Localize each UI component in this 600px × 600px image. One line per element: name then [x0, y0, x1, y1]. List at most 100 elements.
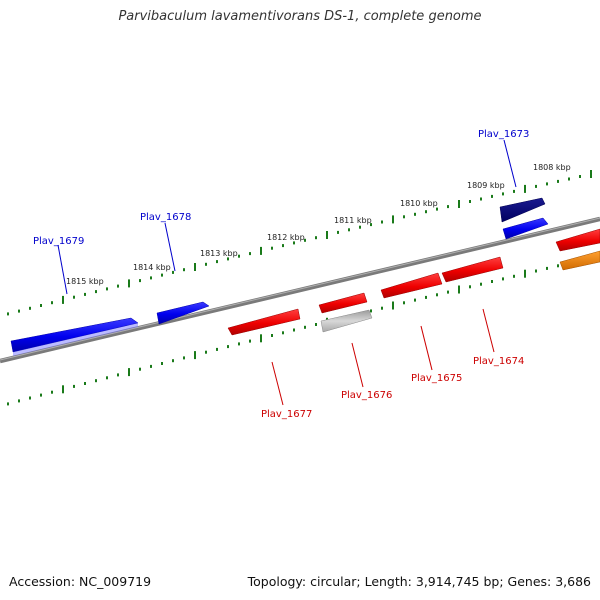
gene-label-plav-1677[interactable]: Plav_1677	[261, 409, 312, 420]
gene-plav-1679[interactable]	[10, 317, 139, 356]
lower-scale-tick	[194, 351, 196, 360]
accession-text: Accession: NC_009719	[9, 574, 152, 589]
lower-scale-tick	[414, 298, 416, 302]
lower-scale-tick	[106, 376, 108, 380]
gene-plav-1678[interactable]	[156, 301, 210, 325]
gene-label-plav-1679[interactable]: Plav_1679	[33, 236, 84, 247]
upper-scale-tick	[392, 215, 394, 224]
lower-scale-tick	[216, 347, 218, 351]
scale-label-1812: 1812 kbp	[267, 233, 305, 242]
lower-scale-tick	[205, 350, 207, 354]
lower-scale-tick	[117, 373, 119, 377]
upper-scale-tick	[381, 220, 383, 224]
leader-plav-1675	[420, 325, 433, 371]
lower-scale-tick	[546, 266, 548, 270]
gene-plav-1676-red[interactable]	[318, 292, 368, 314]
upper-scale-tick	[359, 225, 361, 229]
lower-scale-tick	[150, 364, 152, 368]
upper-scale-tick	[40, 304, 42, 307]
gene-plav-1674[interactable]	[441, 256, 504, 283]
lower-scale-tick	[447, 290, 449, 294]
lower-scale-tick	[282, 331, 284, 335]
lower-scale-tick	[51, 390, 53, 394]
gene-label-plav-1674[interactable]: Plav_1674	[473, 356, 524, 367]
lower-scale-tick	[381, 306, 383, 310]
leader-plav-1678	[164, 222, 176, 272]
leader-plav-1679	[57, 244, 68, 295]
lower-scale-tick	[7, 402, 9, 406]
lower-scale-tick	[128, 368, 130, 377]
lower-scale-tick	[458, 285, 460, 294]
upper-scale-tick	[447, 205, 449, 209]
gene-plav-1673-dark[interactable]	[499, 197, 546, 223]
lower-scale-tick	[29, 396, 31, 400]
upper-scale-tick	[271, 246, 273, 250]
upper-scale-tick	[194, 263, 196, 271]
upper-scale-tick	[249, 252, 251, 256]
gene-label-plav-1675[interactable]: Plav_1675	[411, 373, 462, 384]
scale-label-1809: 1809 kbp	[467, 181, 505, 190]
upper-scale-tick	[29, 306, 31, 310]
gene-label-plav-1678[interactable]: Plav_1678	[140, 212, 191, 223]
upper-scale-tick	[425, 210, 427, 214]
gene-edge-red[interactable]	[555, 228, 600, 252]
upper-scale-tick	[337, 230, 339, 234]
leader-plav-1677	[271, 361, 284, 406]
lower-scale-tick	[139, 367, 141, 371]
upper-scale-tick	[84, 292, 86, 296]
lower-scale-tick	[513, 274, 515, 278]
upper-scale-tick	[458, 200, 460, 208]
lower-scale-tick	[172, 359, 174, 363]
lower-scale-tick	[40, 393, 42, 397]
gene-plav-1676[interactable]	[320, 309, 373, 333]
upper-scale-tick	[535, 184, 537, 188]
lower-scale-tick	[315, 323, 317, 326]
lower-scale-tick	[524, 269, 526, 278]
gene-plav-1673[interactable]	[502, 217, 549, 240]
lower-scale-tick	[392, 301, 394, 310]
lower-scale-tick	[271, 334, 273, 337]
lower-scale-tick	[491, 280, 493, 283]
upper-scale-tick	[557, 179, 559, 183]
gene-plav-1675[interactable]	[380, 272, 443, 299]
upper-scale-tick	[95, 290, 97, 294]
upper-scale-tick	[216, 260, 218, 264]
scale-label-1808: 1808 kbp	[533, 163, 571, 172]
lower-scale-tick	[293, 328, 295, 332]
genome-summary-text: Topology: circular; Length: 3,914,745 bp…	[247, 574, 591, 589]
upper-scale-tick	[436, 207, 438, 211]
lower-scale-tick	[304, 325, 306, 329]
upper-scale-tick	[403, 215, 405, 219]
lower-scale-tick	[469, 285, 471, 289]
gene-label-plav-1673[interactable]: Plav_1673	[478, 129, 529, 140]
upper-scale-tick	[73, 295, 75, 299]
upper-scale-tick	[414, 212, 416, 216]
upper-scale-tick	[293, 241, 295, 245]
upper-scale-tick	[513, 189, 515, 193]
leader-plav-1673	[503, 139, 517, 188]
gene-edge-orange[interactable]	[559, 250, 600, 271]
upper-scale-tick	[260, 246, 262, 255]
upper-scale-tick	[150, 276, 152, 280]
lower-scale-tick	[95, 379, 97, 383]
upper-scale-tick	[62, 295, 64, 304]
lower-scale-tick	[425, 295, 427, 299]
gene-label-plav-1676[interactable]: Plav_1676	[341, 390, 392, 401]
upper-scale-tick	[117, 284, 119, 288]
lower-scale-tick	[535, 269, 537, 273]
upper-scale-tick	[524, 184, 526, 193]
upper-scale-tick	[469, 200, 471, 203]
upper-scale-tick	[18, 309, 20, 313]
upper-scale-tick	[205, 262, 207, 266]
lower-scale-tick	[436, 293, 438, 297]
gene-plav-1677[interactable]	[227, 308, 301, 336]
upper-scale-tick	[183, 268, 185, 272]
lower-scale-tick	[502, 277, 504, 281]
upper-scale-ticks	[7, 170, 592, 316]
upper-scale-tick	[315, 236, 317, 240]
upper-scale-tick	[238, 254, 240, 258]
scale-label-1810: 1810 kbp	[400, 199, 438, 208]
upper-scale-tick	[7, 312, 9, 316]
scale-label-1811: 1811 kbp	[334, 216, 372, 225]
